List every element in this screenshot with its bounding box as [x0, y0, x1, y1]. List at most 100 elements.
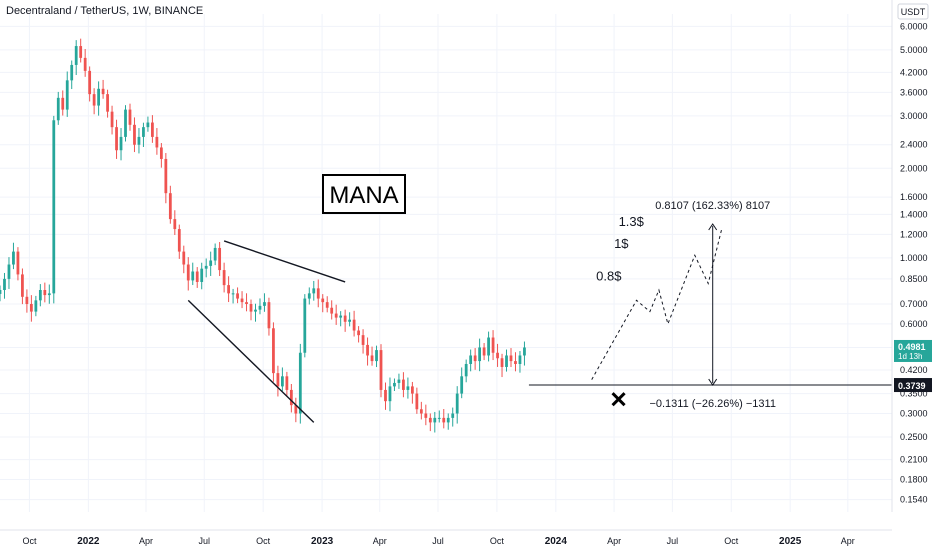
candle — [281, 367, 284, 391]
price-axis[interactable]: USDT 6.0000 5.0000 4.2000 3.6000 3.0000 2.4000… — [891, 0, 932, 550]
price-tick-label: 0.2100 — [900, 455, 928, 465]
candle — [428, 413, 432, 432]
candle — [12, 242, 15, 270]
candle-body — [119, 136, 123, 151]
candle-body — [312, 288, 316, 294]
candle-body — [294, 405, 298, 414]
candle-body — [491, 337, 495, 353]
candle-body — [366, 344, 369, 356]
candle — [473, 348, 477, 370]
candle — [186, 257, 190, 291]
time-tick-label: Apr — [139, 536, 153, 546]
last-price-tag — [894, 339, 932, 362]
candle — [397, 373, 401, 389]
candle-body — [34, 300, 38, 312]
candle-body — [437, 417, 441, 419]
candle — [370, 346, 374, 366]
price-tick-label: 2.0000 — [900, 163, 928, 173]
candle — [3, 272, 6, 299]
candle-body — [88, 70, 92, 95]
candle — [124, 105, 127, 142]
currency-badge[interactable] — [897, 3, 929, 20]
candle — [460, 367, 464, 399]
candle-body — [388, 386, 392, 402]
candle-body — [473, 355, 477, 362]
price-axis-bg — [892, 0, 932, 550]
candle-body — [500, 358, 504, 367]
candle — [298, 343, 302, 424]
candle — [272, 322, 275, 382]
candle — [43, 282, 47, 303]
price-tick-label: 0.8500 — [900, 274, 928, 284]
candle-body — [352, 319, 356, 331]
candle — [312, 280, 316, 301]
candle — [464, 359, 468, 383]
candle-body — [110, 111, 114, 128]
candle — [52, 115, 56, 304]
time-tick-label: Apr — [373, 536, 387, 546]
candle — [7, 257, 11, 289]
time-tick-label: 2024 — [545, 536, 568, 547]
candle-body — [357, 330, 360, 336]
candle — [218, 242, 222, 277]
candle-body — [236, 293, 239, 299]
candle — [146, 116, 150, 132]
candle-body — [478, 347, 482, 362]
candle-body — [523, 347, 526, 356]
candle — [325, 296, 329, 313]
candle-body — [339, 315, 343, 318]
candle — [348, 312, 352, 327]
price-tick-label: 0.3000 — [900, 408, 928, 418]
candle-body — [298, 352, 302, 414]
candle — [352, 310, 356, 337]
chart-title: MANA — [329, 182, 398, 209]
candle — [204, 258, 208, 278]
candle-body — [186, 264, 190, 281]
candle-body — [285, 376, 289, 390]
candle-body — [469, 355, 473, 364]
title-box — [322, 174, 406, 214]
candle-body — [164, 158, 168, 194]
candle-body — [25, 296, 29, 304]
candle-body — [137, 136, 141, 145]
time-tick-label: Jul — [432, 536, 444, 546]
price-tick-label: 6.0000 — [900, 21, 928, 31]
candle-body — [379, 350, 383, 390]
candle-body — [128, 109, 132, 125]
candle — [334, 304, 338, 325]
candle — [240, 291, 244, 309]
price-tick-label: 0.3500 — [900, 389, 928, 399]
candle-body — [74, 46, 78, 65]
candle — [79, 38, 83, 63]
candle — [200, 262, 204, 290]
candle — [496, 343, 499, 367]
price-tick-label: 1.4000 — [900, 209, 928, 219]
candle — [209, 251, 213, 276]
candle — [195, 267, 199, 288]
candle-body — [393, 382, 396, 387]
candle — [415, 387, 419, 414]
price-tick-label: 1.6000 — [900, 192, 928, 202]
price-tick-label: 3.6000 — [900, 87, 928, 97]
time-tick-label: Oct — [22, 536, 37, 546]
candle — [159, 143, 163, 168]
candle — [115, 119, 118, 159]
candle — [97, 81, 101, 116]
candle-body — [79, 46, 83, 58]
candle — [92, 88, 96, 115]
measure-arrow-up — [708, 223, 718, 231]
candle — [70, 60, 74, 90]
candle-body — [307, 293, 311, 299]
candle-body — [177, 229, 181, 252]
candle — [155, 128, 159, 155]
candle — [61, 90, 65, 116]
price-tick-label: 0.1800 — [900, 475, 928, 485]
candle — [168, 185, 172, 224]
time-axis[interactable]: Oct 2022 Apr Jul Oct 2023 Apr Jul Oct 2024 Apr Jul O… — [0, 529, 892, 547]
measure-arrow-down — [708, 378, 718, 386]
candle-body — [258, 305, 262, 310]
candle — [65, 71, 69, 117]
candle-body — [61, 97, 65, 110]
candle — [514, 352, 517, 372]
